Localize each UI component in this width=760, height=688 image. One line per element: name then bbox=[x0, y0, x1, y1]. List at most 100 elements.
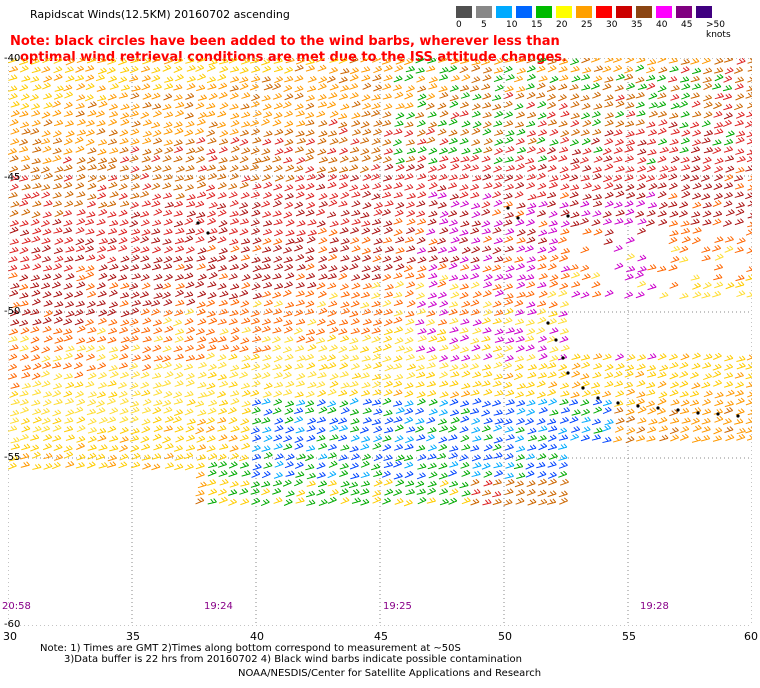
wind-barb bbox=[624, 218, 634, 225]
wind-barb bbox=[439, 110, 449, 118]
wind-barb bbox=[437, 128, 447, 136]
wind-barb bbox=[164, 246, 173, 254]
wind-barb bbox=[306, 499, 316, 506]
wind-barb bbox=[228, 227, 238, 235]
wind-barb bbox=[516, 407, 526, 415]
wind-barb bbox=[74, 290, 84, 298]
wind-barb bbox=[42, 211, 52, 218]
wind-barb bbox=[406, 363, 417, 371]
wind-barb bbox=[41, 66, 51, 73]
wind-barb bbox=[470, 227, 480, 235]
wind-barb bbox=[141, 389, 151, 397]
wind-barb bbox=[537, 254, 547, 262]
wind-barb bbox=[173, 391, 183, 399]
wind-barb bbox=[538, 272, 548, 280]
wind-barb bbox=[624, 120, 635, 128]
wind-barb bbox=[272, 155, 282, 163]
wind-barb bbox=[680, 137, 690, 145]
wind-barb bbox=[239, 181, 249, 189]
wind-barb bbox=[153, 256, 163, 264]
wind-barb bbox=[261, 174, 271, 182]
wind-barb bbox=[184, 335, 194, 343]
legend-label: 35 bbox=[631, 20, 643, 30]
wind-barb bbox=[240, 254, 250, 261]
wind-barb bbox=[471, 417, 481, 425]
wind-barb bbox=[712, 290, 722, 298]
wind-barb bbox=[283, 211, 293, 219]
wind-barb bbox=[118, 92, 129, 99]
wind-barb bbox=[428, 76, 438, 84]
wind-barb bbox=[459, 184, 469, 191]
wind-barb bbox=[219, 65, 229, 73]
wind-barb bbox=[461, 490, 471, 497]
wind-barb bbox=[483, 353, 493, 361]
wind-barb bbox=[318, 120, 328, 127]
wind-barb bbox=[185, 92, 195, 100]
wind-barb bbox=[747, 220, 752, 228]
wind-barb bbox=[514, 191, 524, 199]
wind-barb bbox=[360, 443, 370, 451]
wind-barb bbox=[350, 318, 360, 326]
wind-barb bbox=[438, 173, 448, 181]
wind-barb bbox=[602, 218, 612, 226]
footer-credit: NOAA/NESDIS/Center for Satellite Applica… bbox=[238, 668, 542, 679]
wind-barb bbox=[361, 110, 371, 118]
wind-barb bbox=[393, 326, 404, 334]
wind-barb bbox=[19, 390, 29, 397]
wind-barb bbox=[614, 84, 624, 92]
wind-barb bbox=[483, 479, 493, 487]
wind-barb bbox=[239, 345, 249, 353]
wind-barb bbox=[97, 67, 107, 75]
wind-barb bbox=[20, 327, 30, 335]
wind-barb bbox=[252, 273, 262, 280]
wind-barb bbox=[85, 138, 95, 146]
wind-barb bbox=[328, 118, 338, 126]
wind-barb bbox=[140, 371, 150, 379]
wind-barb bbox=[316, 183, 326, 191]
wind-barb bbox=[536, 65, 546, 73]
wind-barb bbox=[470, 272, 480, 280]
wind-barb bbox=[262, 220, 273, 227]
wind-barb bbox=[252, 372, 262, 380]
wind-barb bbox=[604, 112, 614, 119]
wind-barb bbox=[217, 192, 227, 199]
wind-barb bbox=[272, 487, 282, 495]
wind-barb bbox=[130, 406, 140, 414]
wind-barb bbox=[735, 208, 745, 216]
wind-barb bbox=[9, 289, 19, 297]
wind-barb bbox=[316, 426, 326, 435]
wind-barb bbox=[295, 58, 305, 65]
wind-barb bbox=[21, 183, 31, 191]
wind-barb bbox=[615, 190, 625, 198]
wind-barb bbox=[415, 354, 426, 362]
wind-barb bbox=[152, 110, 162, 118]
wind-barb bbox=[348, 481, 359, 489]
wind-barb bbox=[20, 255, 30, 263]
wind-barb bbox=[449, 380, 459, 387]
wind-barb bbox=[582, 119, 592, 127]
wind-barb bbox=[197, 318, 207, 326]
wind-barb bbox=[692, 111, 702, 118]
wind-barb bbox=[107, 211, 117, 218]
wind-barb bbox=[582, 228, 592, 235]
wind-barb bbox=[339, 166, 349, 173]
wind-barb bbox=[680, 220, 690, 227]
wind-barb bbox=[394, 498, 404, 505]
wind-barb bbox=[337, 113, 348, 120]
wind-barb bbox=[305, 166, 315, 174]
wind-barb bbox=[349, 337, 359, 345]
wind-barb bbox=[448, 118, 458, 126]
wind-barb bbox=[42, 391, 53, 398]
wind-barb bbox=[537, 263, 547, 270]
wind-barb bbox=[417, 173, 427, 180]
wind-barb bbox=[53, 290, 63, 298]
wind-barb bbox=[734, 418, 744, 425]
wind-barb bbox=[350, 237, 360, 245]
wind-barb bbox=[195, 236, 205, 243]
wind-barb bbox=[483, 281, 493, 289]
wind-barb bbox=[131, 461, 141, 469]
wind-barb bbox=[196, 454, 206, 461]
wind-barb bbox=[228, 58, 238, 64]
wind-barb bbox=[646, 82, 656, 90]
wind-barb bbox=[549, 75, 559, 84]
